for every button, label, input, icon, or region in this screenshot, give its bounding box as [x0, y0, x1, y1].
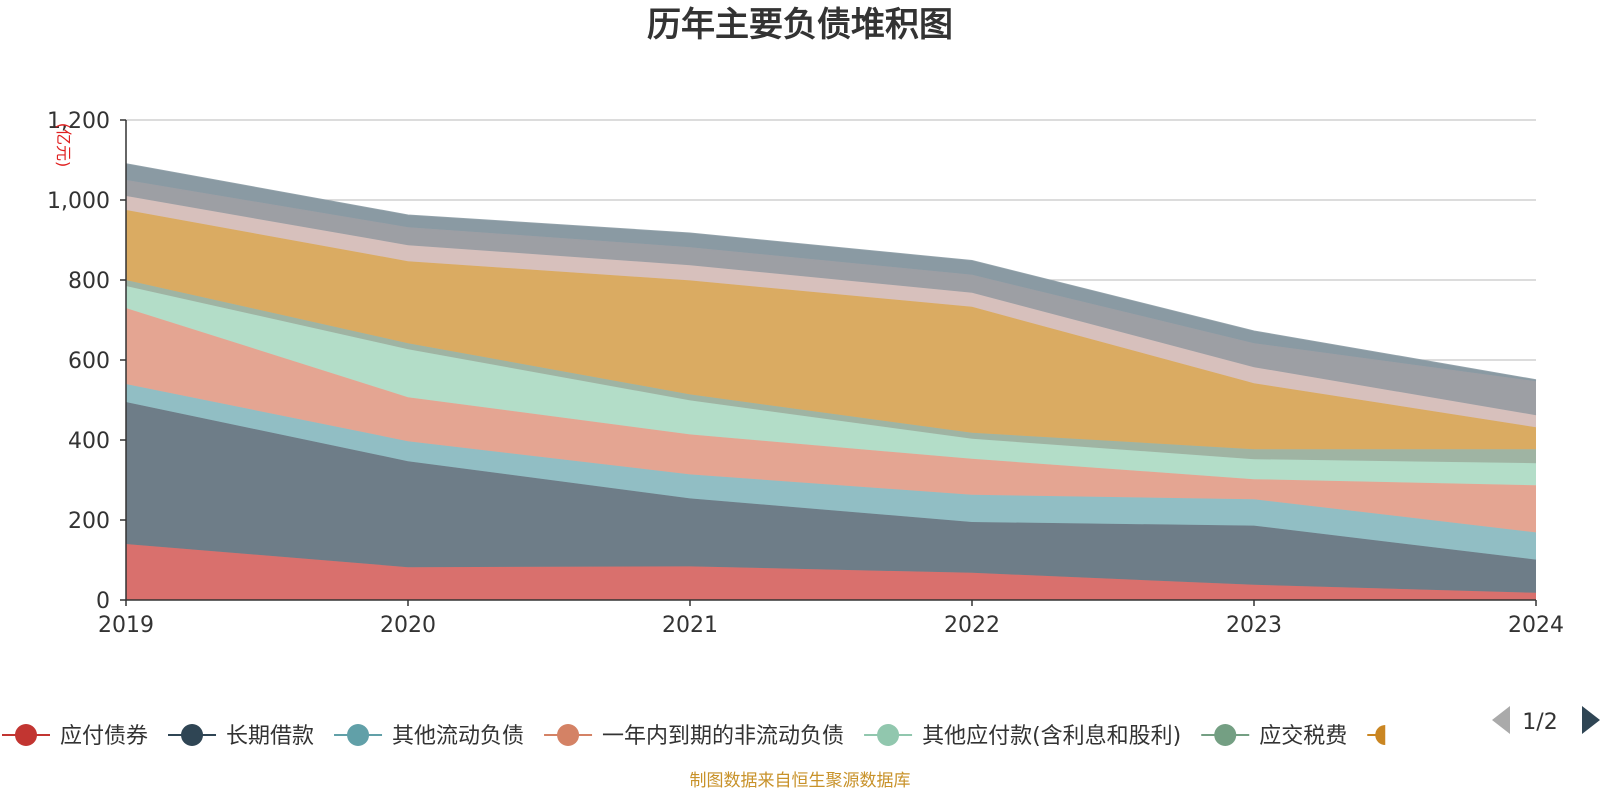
y-tick-label: 200	[68, 509, 110, 534]
y-tick-label: 600	[68, 349, 110, 374]
x-tick-label: 2021	[662, 613, 718, 638]
legend-marker-icon	[347, 724, 370, 746]
area-series-4	[126, 308, 1536, 533]
area-series-9	[126, 180, 1536, 416]
legend-marker-icon	[1214, 724, 1237, 746]
area-series-7	[126, 210, 1536, 450]
legend-label: 一年内到期的非流动负债	[602, 724, 844, 749]
y-tick-label: 0	[96, 589, 110, 614]
y-tick-label: 800	[68, 269, 110, 294]
legend-item[interactable]: 其他流动负债	[334, 724, 524, 749]
source-note: 制图数据来自恒生聚源数据库	[690, 771, 911, 791]
legend-item[interactable]: 应付债券	[2, 724, 148, 749]
legend-next-page-icon[interactable]	[1582, 706, 1600, 734]
legend-label: 其他应付款(含利息和股利)	[922, 724, 1181, 749]
area-series-10	[126, 164, 1536, 382]
legend-marker-icon	[15, 724, 37, 746]
area-series-3	[126, 384, 1536, 560]
area-series-2	[126, 402, 1536, 593]
legend-label: 应交税费	[1259, 724, 1347, 749]
legend-label: 应付债券	[60, 724, 148, 749]
area-series-8	[126, 196, 1536, 428]
legend-page-indicator: 1/2	[1522, 710, 1557, 735]
legend-label: 长期借款	[226, 724, 314, 749]
y-axis: 0 200 400 600 800 1,000 1,200	[47, 109, 126, 614]
legend-item[interactable]: 一年内到期的非流动负债	[544, 724, 844, 749]
y-tick-label: 1,000	[47, 189, 110, 214]
legend-item[interactable]: 长期借款	[168, 724, 314, 749]
legend-marker-icon	[557, 724, 580, 746]
legend-item[interactable]: 应交税费	[1201, 724, 1347, 749]
legend-item[interactable]: 其他应付款(含利息和股利)	[864, 724, 1181, 749]
x-tick-label: 2019	[98, 613, 154, 638]
legend: 应付债券 长期借款 其他流动负债 一年内到期的非流动负债 其他应付款(含利息和股利) 应交…	[2, 724, 1386, 749]
y-tick-label: 400	[68, 429, 110, 454]
legend-marker-icon	[877, 724, 900, 746]
area-series-1	[126, 544, 1536, 600]
chart-title: 历年主要负债堆积图	[647, 5, 953, 45]
x-tick-label: 2020	[380, 613, 436, 638]
x-axis: 2019 2020 2021 2022 2023 2024	[98, 600, 1564, 638]
legend-pager: 1/2	[1492, 706, 1600, 735]
y-axis-unit: (亿元)	[54, 123, 73, 168]
y-tick-label: 1,200	[47, 109, 110, 134]
legend-overflow-marker-icon	[1375, 725, 1386, 745]
x-tick-label: 2022	[944, 613, 1000, 638]
area-series-line-10	[125, 163, 1537, 381]
stacked-areas	[125, 163, 1537, 600]
legend-prev-page-icon[interactable]	[1492, 706, 1510, 734]
x-tick-label: 2024	[1508, 613, 1564, 638]
x-tick-label: 2023	[1226, 613, 1282, 638]
area-series-5	[126, 286, 1536, 486]
legend-marker-icon	[181, 724, 204, 746]
legend-label: 其他流动负债	[392, 724, 524, 749]
